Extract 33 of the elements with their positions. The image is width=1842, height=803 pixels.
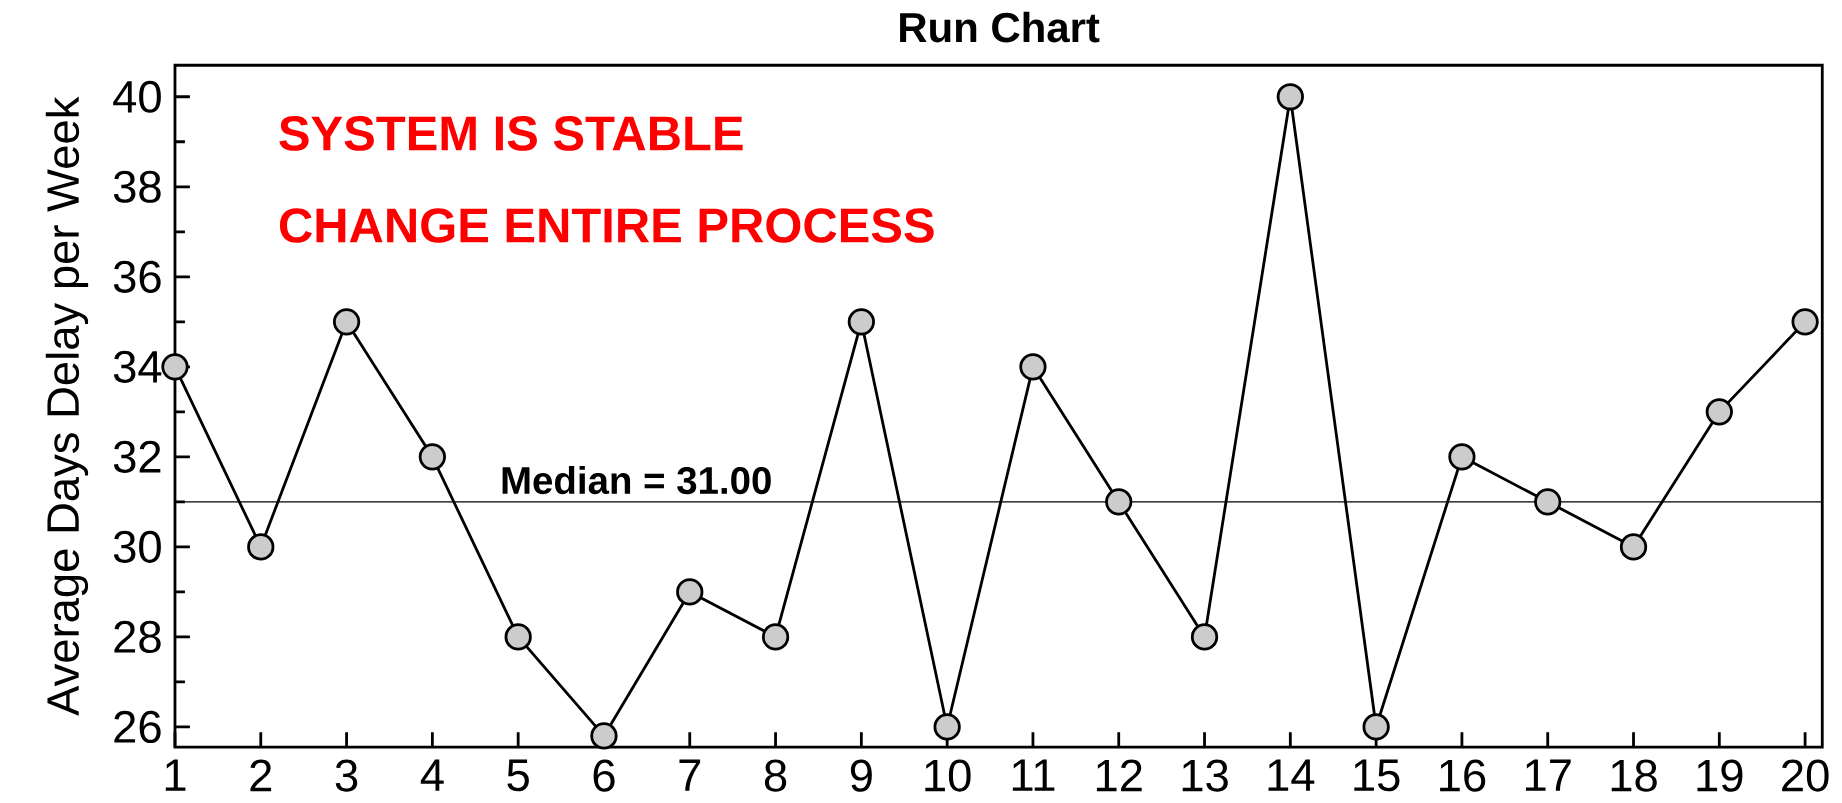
- y-tick-label: 32: [113, 440, 161, 473]
- y-tick-label: 30: [113, 530, 161, 563]
- x-tick-label: 8: [764, 759, 787, 792]
- chart-title: Run Chart: [900, 11, 1100, 43]
- x-tick-label: 5: [507, 759, 529, 792]
- x-tick-label: 15: [1354, 759, 1400, 792]
- x-tick-label: 1: [165, 759, 186, 791]
- x-tick-label: 11: [1012, 759, 1055, 791]
- y-tick-label: 36: [113, 260, 161, 293]
- x-tick-label: 4: [420, 759, 444, 791]
- x-tick-label: 14: [1268, 759, 1315, 791]
- x-tick-label: 18: [1611, 759, 1657, 792]
- annotation: CHANGE ENTIRE PROCESS: [279, 207, 934, 243]
- y-tick-label: 26: [114, 710, 161, 743]
- x-tick-label: 3: [335, 759, 358, 792]
- x-tick-label: 6: [593, 759, 615, 792]
- x-tick-label: 10: [925, 759, 971, 792]
- y-axis-title: Average Days Delay per Week: [45, 96, 89, 716]
- x-tick-label: 9: [850, 759, 872, 792]
- y-tick-label: 38: [113, 170, 161, 203]
- y-tick-label: 34: [113, 350, 162, 383]
- x-tick-label: 12: [1096, 759, 1142, 792]
- x-tick-label: 20: [1782, 759, 1829, 792]
- annotation: SYSTEM IS STABLE: [279, 115, 743, 151]
- x-tick-label: 17: [1525, 759, 1571, 791]
- y-tick-label: 28: [114, 620, 161, 653]
- ref-line-label: Median = 31.00: [502, 465, 771, 495]
- x-tick-label: 19: [1697, 759, 1743, 792]
- x-tick-label: 2: [250, 759, 272, 792]
- x-tick-label: 16: [1440, 759, 1486, 792]
- y-tick-label: 40: [113, 80, 161, 113]
- x-tick-label: 7: [679, 759, 701, 791]
- x-tick-label: 13: [1182, 759, 1228, 792]
